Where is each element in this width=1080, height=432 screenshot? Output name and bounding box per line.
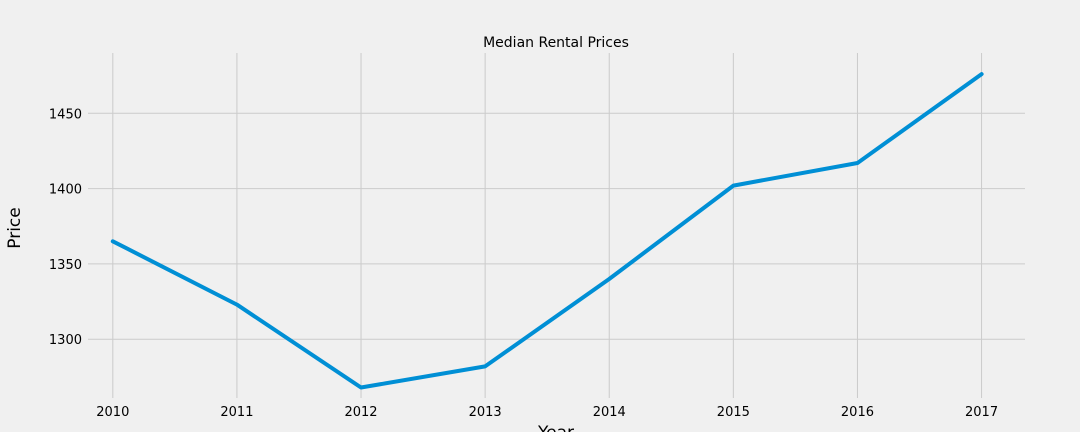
x-tick-label: 2010 bbox=[96, 405, 129, 420]
y-axis-label: Price bbox=[5, 207, 25, 248]
x-tick-labels: 2010 2011 2012 2013 2014 2015 2016 2017 bbox=[96, 405, 998, 420]
x-tick-label: 2014 bbox=[593, 405, 626, 420]
chart-title: Median Rental Prices bbox=[483, 35, 629, 51]
x-axis-label: Year bbox=[537, 423, 574, 432]
series-line bbox=[110, 72, 984, 390]
y-tick-label: 1450 bbox=[49, 107, 82, 122]
x-tick-label: 2013 bbox=[469, 405, 502, 420]
x-tick-label: 2012 bbox=[344, 405, 377, 420]
grid bbox=[88, 53, 1025, 398]
x-tick-label: 2011 bbox=[220, 405, 253, 420]
x-tick-label: 2016 bbox=[841, 405, 874, 420]
y-tick-label: 1400 bbox=[49, 183, 82, 198]
y-tick-label: 1350 bbox=[49, 258, 82, 273]
y-tick-labels: 1300 1350 1400 1450 bbox=[49, 107, 82, 348]
y-tick-label: 1300 bbox=[49, 333, 82, 348]
x-tick-label: 2015 bbox=[717, 405, 750, 420]
x-tick-label: 2017 bbox=[965, 405, 998, 420]
